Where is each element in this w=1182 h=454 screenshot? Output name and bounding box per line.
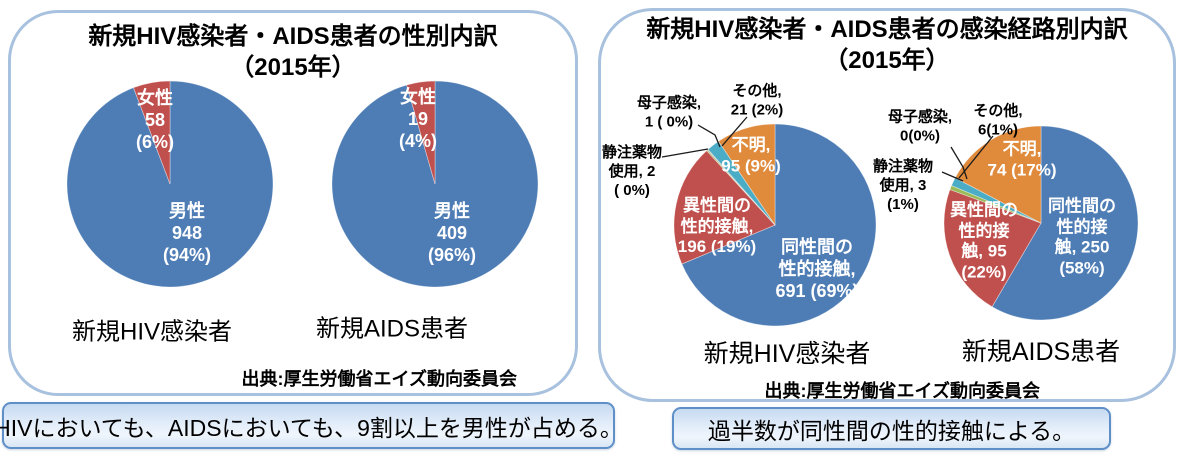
route-aids-other-label: その他, 6(1%) xyxy=(973,102,1023,138)
pie-slice-heterosexual-contact xyxy=(944,189,1042,308)
route-aids-unknown-label: 不明, 74 (17%) xyxy=(987,139,1057,179)
gender-callout-text: HIVにおいても、AIDSにおいても、9割以上を男性が占める。 xyxy=(0,414,623,441)
gender-aids-male-label: 男性 409 (96%) xyxy=(427,201,477,265)
route-aids-hetero-label: 異性間の 性的接 触, 95 (22%) xyxy=(950,200,1018,282)
gender-panel-title: 新規HIV感染者・AIDS患者の性別内訳 （2015年） xyxy=(11,21,575,83)
route-hiv-hetero-label: 異性間の 性的接触, 196 (19%) xyxy=(677,195,757,257)
route-callout: 過半数が同性間の性的接触による。 xyxy=(672,407,1111,450)
route-hiv-ivdrug-label: 静注薬物 使用, 2 ( 0%) xyxy=(601,143,663,199)
route-hiv-other-label: その他, 21 (2%) xyxy=(730,82,784,118)
pie-slice-female xyxy=(133,81,171,185)
pie-slice-homosexual-contact xyxy=(991,126,1138,320)
route-callout-text: 過半数が同性間の性的接触による。 xyxy=(707,417,1076,444)
route-aids-caption: 新規AIDS患者 xyxy=(961,338,1121,366)
gender-title-line2: （2015年） xyxy=(230,54,356,82)
gender-callout: HIVにおいても、AIDSにおいても、9割以上を男性が占める。 xyxy=(0,402,623,449)
route-panel: 新規HIV感染者・AIDS患者の感染経路別内訳 （2015年） その他, 21 … xyxy=(598,8,1176,402)
pie-gender-hiv xyxy=(67,81,273,287)
route-hiv-homo-label: 同性間の 性的接触, 691 (69%) xyxy=(775,237,859,301)
route-hiv-unknown-label: 不明, 95 (9%) xyxy=(721,135,781,175)
route-title-line2: （2015年） xyxy=(824,46,950,74)
gender-aids-female-label: 女性 19 (4%) xyxy=(398,87,438,151)
route-title-line1: 新規HIV感染者・AIDS患者の感染経路別内訳 xyxy=(646,16,1128,43)
pie-gender-aids xyxy=(332,81,538,287)
route-aids-ivdrug-label: 静注薬物 使用, 3 (1%) xyxy=(872,157,934,213)
gender-hiv-male-label: 男性 948 (94%) xyxy=(162,201,212,265)
route-panel-title: 新規HIV感染者・AIDS患者の感染経路別内訳 （2015年） xyxy=(601,15,1173,76)
pie-slice-homosexual-contact xyxy=(681,124,876,326)
route-source: 出典:厚生労働省エイズ動向委員会 xyxy=(764,381,1040,401)
gender-hiv-caption: 新規HIV感染者 xyxy=(71,318,233,346)
gender-aids-caption: 新規AIDS患者 xyxy=(315,315,469,343)
pie-route-aids xyxy=(944,126,1138,320)
route-hiv-mother-label: 母子感染, 1 ( 0%) xyxy=(636,94,702,130)
route-aids-mother-label: 母子感染, 0(0%) xyxy=(887,108,953,144)
route-aids-homo-label: 同性間の 性的接 触, 250 (58%) xyxy=(1048,196,1116,278)
gender-title-line1: 新規HIV感染者・AIDS患者の性別内訳 xyxy=(88,23,498,50)
gender-panel: 新規HIV感染者・AIDS患者の性別内訳 （2015年） 女性 58 (6%) … xyxy=(8,10,578,396)
pie-slice-female xyxy=(406,81,436,185)
pie-route-hiv xyxy=(674,124,876,326)
gender-hiv-female-label: 女性 58 (6%) xyxy=(135,88,175,152)
gender-source: 出典:厚生労働省エイズ動向委員会 xyxy=(241,369,517,389)
route-hiv-caption: 新規HIV感染者 xyxy=(703,340,871,368)
